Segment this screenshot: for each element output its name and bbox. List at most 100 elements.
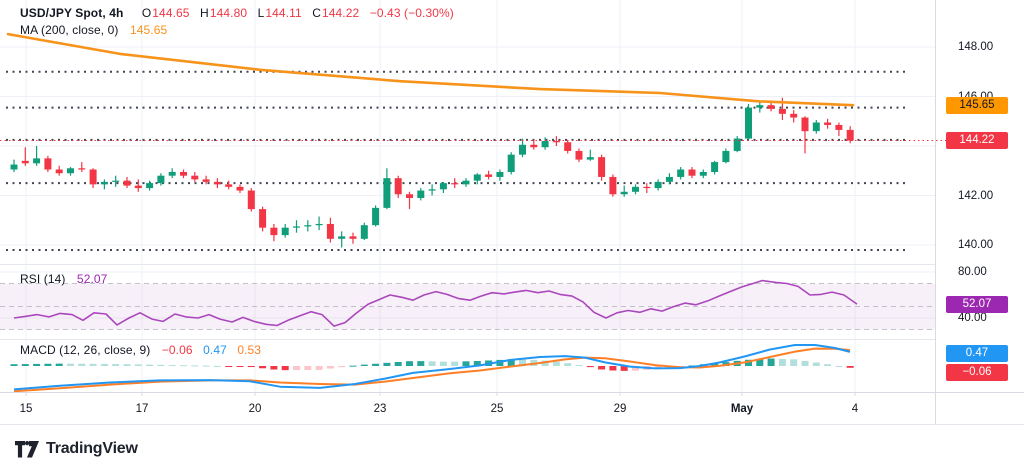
candle-body xyxy=(688,169,696,176)
candle-body xyxy=(338,236,346,239)
macd-histogram-bar xyxy=(846,366,854,368)
macd-histogram-bar xyxy=(462,361,470,366)
macd-histogram-bar xyxy=(281,366,289,371)
macd-histogram-bar xyxy=(100,363,108,366)
macd-histogram-bar xyxy=(496,359,504,366)
macd-histogram-bar xyxy=(304,366,312,370)
macd-histogram-bar xyxy=(835,365,843,367)
macd-histogram-bar xyxy=(801,360,809,366)
candle-body xyxy=(349,236,357,239)
candle-body xyxy=(778,108,786,114)
candle-body xyxy=(665,176,673,182)
candle-body xyxy=(33,158,41,164)
macd-histogram-bar xyxy=(191,365,199,367)
candle-body xyxy=(835,124,843,130)
macd-histogram-bar xyxy=(202,365,210,367)
tradingview-logo-text: TradingView xyxy=(46,440,138,457)
candle-body xyxy=(10,164,18,170)
candle-body xyxy=(123,180,131,186)
macd-histogram-bar xyxy=(552,361,560,366)
tradingview-logo[interactable]: TradingView xyxy=(15,440,138,458)
candle-body xyxy=(202,179,210,182)
candle-body xyxy=(711,162,719,172)
macd-histogram-bar xyxy=(417,361,425,366)
macd-histogram-bar xyxy=(293,366,300,371)
macd-histogram-bar xyxy=(315,366,323,370)
macd-histogram-bar xyxy=(78,363,86,366)
macd-histogram-bar xyxy=(89,363,97,366)
macd-histogram-bar xyxy=(439,361,447,366)
macd-histogram-bar xyxy=(778,358,786,366)
macd-histogram-bar xyxy=(360,364,368,366)
macd-histogram-bar xyxy=(609,366,617,371)
candle-body xyxy=(394,178,402,195)
macd-histogram-bar xyxy=(711,363,719,366)
macd-histogram-bar xyxy=(259,366,267,369)
candle-body xyxy=(507,154,515,172)
candle-body xyxy=(462,180,470,185)
candle-body xyxy=(767,105,775,109)
candle-body xyxy=(473,174,481,181)
candle-body xyxy=(304,225,312,227)
candle-body xyxy=(598,157,606,177)
candle-body xyxy=(78,168,86,170)
macd-histogram-bar xyxy=(756,359,764,366)
candle-body xyxy=(134,185,142,189)
candle-body xyxy=(620,191,628,195)
candle-body xyxy=(236,186,244,191)
candle-body xyxy=(654,181,662,189)
macd-histogram-bar xyxy=(519,359,526,366)
macd-histogram-bar xyxy=(146,364,154,366)
macd-histogram-bar xyxy=(394,362,402,366)
candle-body xyxy=(180,171,187,176)
candle-body xyxy=(315,223,323,226)
candle-body xyxy=(745,107,752,139)
candle-body xyxy=(824,122,832,125)
candle-body xyxy=(89,169,97,185)
macd-histogram-bar xyxy=(134,364,142,366)
candle-body xyxy=(21,160,29,164)
candle-body xyxy=(44,158,52,170)
macd-histogram-bar xyxy=(428,361,436,366)
candle-body xyxy=(225,184,233,187)
candle-body xyxy=(756,105,764,108)
macd-histogram-bar xyxy=(236,366,244,367)
macd-histogram-bar xyxy=(349,365,357,367)
candle-body xyxy=(383,178,391,208)
candle-body xyxy=(733,138,741,151)
candle-body xyxy=(55,169,63,174)
candle-body xyxy=(191,175,199,180)
candle-body xyxy=(575,150,583,160)
macd-histogram-bar xyxy=(383,362,391,366)
candle-body xyxy=(451,183,459,185)
candle-body xyxy=(643,186,651,189)
macd-histogram-bar xyxy=(168,365,176,367)
ma-200-line xyxy=(6,32,855,107)
macd-histogram-bar xyxy=(123,364,131,366)
candle-body xyxy=(67,168,74,174)
candle-body xyxy=(428,189,436,191)
candle-body xyxy=(722,150,730,163)
macd-histogram-bar xyxy=(33,363,41,366)
macd-histogram-bar xyxy=(247,366,255,368)
candle-body xyxy=(846,129,854,141)
macd-histogram-bar xyxy=(326,366,334,369)
macd-histogram-bar xyxy=(745,359,752,366)
candle-body xyxy=(360,225,368,239)
candle-body xyxy=(552,141,560,143)
macd-histogram-bar xyxy=(10,364,18,366)
candle-body xyxy=(699,171,707,176)
candle-body xyxy=(439,183,447,190)
macd-histogram-bar xyxy=(180,365,187,367)
macd-histogram-bar xyxy=(112,364,120,366)
candle-body xyxy=(541,141,549,148)
macd-histogram-bar xyxy=(406,361,413,366)
macd-histogram-bar xyxy=(270,366,278,370)
candle-body xyxy=(247,190,255,210)
candle-body xyxy=(677,169,685,177)
macd-histogram-bar xyxy=(213,365,221,367)
macd-histogram-bar xyxy=(790,359,798,366)
candle-body xyxy=(586,157,594,160)
